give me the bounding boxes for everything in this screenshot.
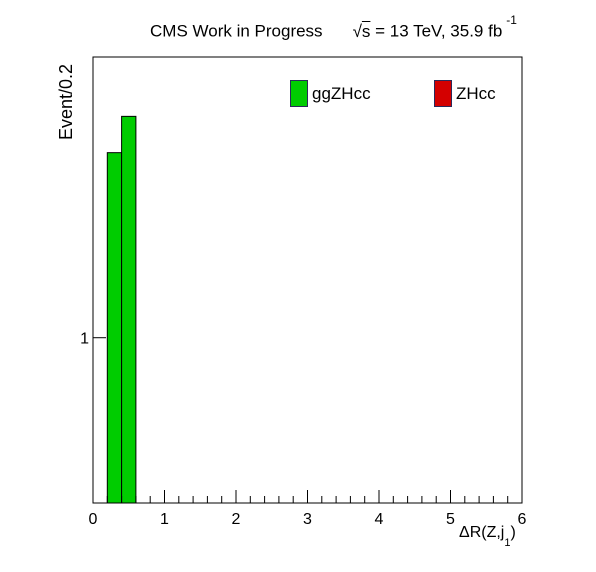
sqrt-s-label: √s <box>352 21 371 41</box>
x-tick-label: 4 <box>375 511 384 528</box>
lumi-exponent: -1 <box>506 13 517 27</box>
ticks-layer <box>92 337 523 503</box>
x-tick-label: 1 <box>160 511 169 528</box>
y-axis-label: Event/0.2 <box>56 63 76 140</box>
x-axis-label: ΔR(Z,j1) <box>459 524 516 550</box>
bars-layer <box>106 115 137 504</box>
y-tick-label: 1 <box>80 331 89 348</box>
x-tick-label: 6 <box>518 511 527 528</box>
x-tick-label: 3 <box>303 511 312 528</box>
x-tick-label: 5 <box>446 511 455 528</box>
experiment-label: CMS Work in Progress <box>150 21 323 41</box>
chart-header: CMS Work in Progress √s = 13 TeV, 35.9 fb… <box>150 13 517 42</box>
x-tick-label: 2 <box>232 511 241 528</box>
legend-swatch-zhcc <box>434 80 452 107</box>
legend-label-zhcc: ZHcc <box>456 83 496 103</box>
plot-frame <box>92 56 523 504</box>
histogram-bar-ggzhcc-0 <box>106 152 123 504</box>
tick-labels-layer: 0 1 2 3 4 5 6 1 <box>80 331 526 528</box>
legend-label-ggzhcc: ggZHcc <box>312 83 371 103</box>
histogram-bar-ggzhcc-1 <box>121 115 137 504</box>
legend-swatch-ggzhcc <box>290 80 308 107</box>
legend-item-zhcc: ZHcc <box>434 80 496 107</box>
x-tick-label: 0 <box>89 511 98 528</box>
energy-lumi-label: = 13 TeV, 35.9 fb <box>370 21 503 41</box>
legend-item-ggzhcc: ggZHcc <box>290 80 371 107</box>
